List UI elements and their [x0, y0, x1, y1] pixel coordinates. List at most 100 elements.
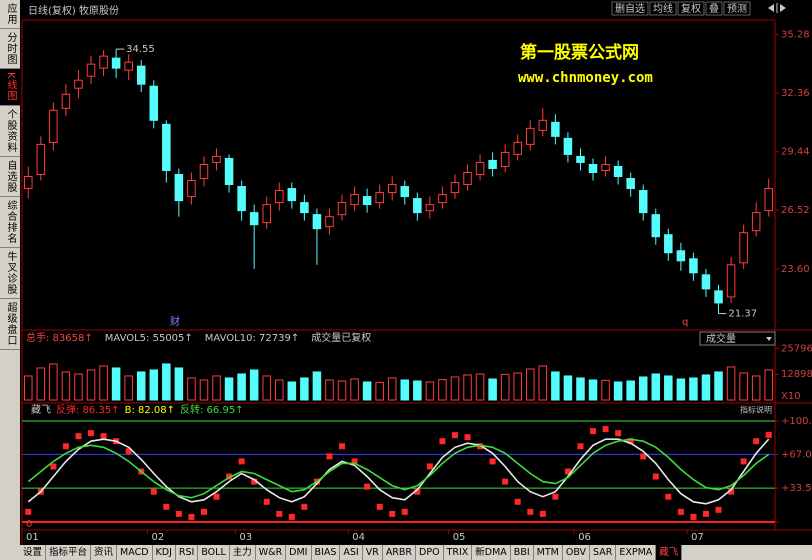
volume-bar [676, 378, 686, 401]
bottom-tab[interactable]: BBI [511, 545, 534, 560]
side-tab[interactable]: 个股资料 [0, 106, 20, 157]
volume-bar [513, 372, 522, 401]
indicator-square [100, 433, 107, 440]
bottom-tab[interactable]: VR [363, 545, 383, 560]
indicator-square [740, 458, 747, 465]
x-tick-label: 04 [352, 532, 365, 543]
candle-body [325, 216, 334, 228]
indicator-square [389, 510, 396, 517]
watermark-url: www.chnmoney.com [518, 70, 653, 86]
help-link[interactable]: 指标说明 [740, 405, 772, 415]
candle-body [300, 202, 309, 214]
toolbar-button[interactable] [705, 1, 723, 16]
toolbar-button-label[interactable]: 均线 [653, 2, 673, 15]
dropdown-label[interactable]: 成交量 [706, 332, 736, 345]
volume-bar [739, 372, 748, 401]
side-tab[interactable]: 牛叉诊股 [0, 248, 20, 299]
bottom-tab[interactable]: KDJ [153, 545, 176, 560]
candle-body [387, 184, 397, 194]
candle-body [275, 190, 284, 204]
volume-readout: 成交量已复权 [311, 331, 371, 344]
high-label: 34.55 [126, 44, 155, 55]
toolbar-button[interactable] [677, 1, 705, 16]
nav-right[interactable] [780, 4, 786, 12]
indicator-square [125, 448, 132, 455]
dropdown-arrow[interactable] [766, 337, 772, 341]
side-tab[interactable]: 综合排名 [0, 197, 20, 248]
readout-part: B [125, 405, 132, 416]
bottom-tab[interactable]: W&R [256, 545, 287, 560]
side-tab[interactable]: 自选股 [0, 157, 20, 197]
bottom-tab[interactable]: MACD [117, 545, 153, 560]
dropdown[interactable] [699, 331, 776, 346]
bottom-tab[interactable]: 主力 [230, 545, 256, 560]
indicator-square [514, 498, 521, 505]
toolbar-button-label[interactable]: 删自选 [615, 2, 645, 15]
x-tick-label: 01 [26, 532, 39, 543]
bottom-tab[interactable]: SAR [590, 545, 617, 560]
volume-bar [86, 369, 96, 401]
volume-readout: 总手: 83658↑ [26, 331, 93, 344]
indicator-square [439, 438, 446, 445]
candle-body [500, 151, 510, 167]
bottom-tab[interactable]: 指标平台 [46, 545, 92, 560]
candle-body [249, 212, 259, 226]
indicator-square [226, 473, 233, 480]
y-tick-label: 25796 [781, 343, 812, 354]
volume-bar [475, 373, 485, 401]
toolbar-button[interactable] [649, 1, 677, 16]
candle-body [400, 186, 410, 198]
indicator-square [50, 463, 57, 470]
volume-bar [576, 377, 585, 401]
indicator-square [665, 493, 672, 500]
x-tick-label: 05 [453, 532, 466, 543]
volume-bar [111, 367, 121, 401]
side-tab[interactable]: 超级盘口 [0, 299, 20, 350]
bottom-tab[interactable]: DPO [416, 545, 444, 560]
volume-readout: MAVOL5: 55005↑ [105, 333, 193, 344]
volume-bar [538, 365, 548, 401]
side-tab[interactable]: 分时图 [0, 29, 20, 69]
volume-bar [375, 381, 384, 401]
bottom-tab[interactable]: DMI [286, 545, 312, 560]
bottom-tab[interactable]: ASI [340, 545, 363, 560]
volume-bar [350, 378, 359, 401]
indicator-square [414, 488, 421, 495]
toolbar-button[interactable] [611, 1, 649, 16]
volume-bar [325, 379, 334, 401]
toolbar-button-label[interactable]: 复权 [681, 2, 701, 15]
bottom-tab[interactable]: RSI [176, 545, 199, 560]
candle-body [689, 258, 698, 274]
bottom-tab[interactable]: TRIX [444, 545, 473, 560]
candle-body [475, 161, 485, 176]
volume-bar [300, 377, 309, 401]
bottom-tab[interactable]: ARBR [383, 545, 417, 560]
bottom-tab[interactable]: 设置 [20, 545, 47, 560]
bottom-tab[interactable]: MTM [534, 545, 563, 560]
toolbar-button-label[interactable]: 叠 [709, 3, 719, 15]
side-tab[interactable]: 应用 [0, 0, 20, 29]
indicator-square [188, 513, 195, 520]
indicator-square [765, 431, 772, 438]
bottom-tab[interactable]: BIAS [312, 545, 341, 560]
indicator-square [627, 438, 634, 445]
side-tab[interactable]: K线图 [0, 69, 20, 106]
toolbar-button-label[interactable]: 预测 [727, 2, 747, 15]
nav-left[interactable] [768, 4, 774, 12]
volume-bar [162, 363, 171, 401]
volume-bar [149, 369, 159, 401]
bottom-tab[interactable]: 新DMA [472, 545, 511, 560]
y-tick-label: 29.44 [781, 147, 810, 158]
candle-body [739, 232, 748, 264]
bottom-tab[interactable]: 藏飞 [656, 545, 683, 560]
bottom-tab[interactable]: BOLL [198, 545, 230, 560]
y-tick-label: 23.60 [781, 264, 810, 275]
toolbar-button[interactable] [723, 1, 751, 16]
bottom-tab[interactable]: EXPMA [616, 545, 657, 560]
volume-bar [275, 379, 284, 401]
volume-bar [199, 379, 209, 401]
candle-body [362, 196, 372, 206]
bottom-tab[interactable]: 资讯 [91, 545, 118, 560]
bottom-tab[interactable]: OBV [563, 545, 591, 560]
